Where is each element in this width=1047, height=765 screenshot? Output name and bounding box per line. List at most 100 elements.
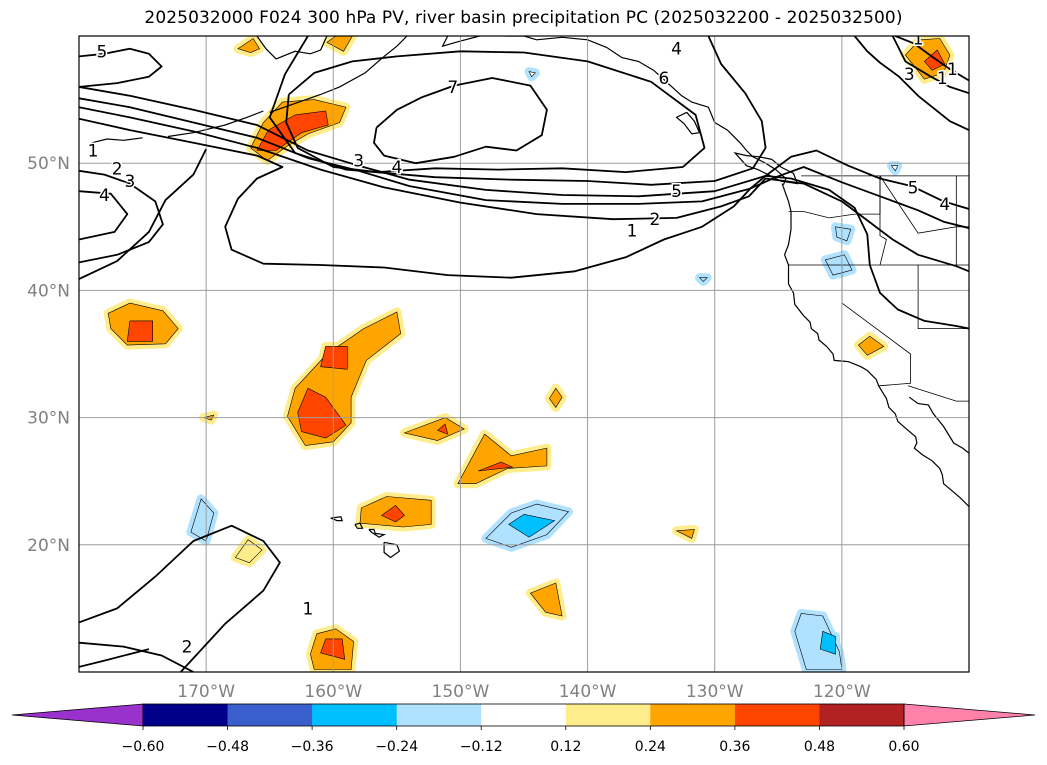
pv-contour-2-13 — [79, 648, 150, 668]
pv-contour-label-7: 7 — [447, 78, 458, 98]
colorbar-outline — [142, 703, 905, 727]
pv-contour-layer — [79, 36, 969, 672]
colorbar-tick-label-8: 0.48 — [804, 739, 835, 755]
colorbar-cell-8 — [819, 704, 905, 726]
pv-contour-3-14 — [891, 36, 969, 95]
pv-contour-label-9: 5 — [671, 182, 682, 202]
coastline-13 — [256, 36, 328, 60]
coastline-3 — [441, 36, 480, 48]
precip-region-17 — [234, 539, 263, 563]
precip-region-19 — [320, 638, 346, 660]
pv-contour-3-9 — [79, 190, 129, 241]
pv-contour-5-2 — [79, 47, 163, 88]
coastline-5 — [781, 183, 969, 508]
colorbar-cell-4 — [481, 704, 567, 726]
pv-contour-label-20: 4 — [939, 195, 950, 215]
chart-title: 2025032000 F024 300 hPa PV, river basin … — [144, 8, 903, 28]
coastline-9 — [330, 516, 344, 522]
lon-tick-label-1: 160°W — [304, 682, 362, 702]
pv-contour-label-1: 1 — [88, 141, 99, 161]
lon-tick-label-2: 150°W — [432, 682, 490, 702]
pv-contour-label-10: 2 — [650, 210, 661, 230]
coastline-layer — [91, 36, 969, 559]
pv-contour-label-8: 6 — [658, 69, 669, 89]
coastline-8 — [675, 111, 701, 135]
lon-tick-label-3: 140°W — [559, 682, 617, 702]
coastline-0 — [269, 36, 408, 113]
pv-contour-1-15 — [894, 36, 969, 82]
precip-region-22 — [924, 49, 946, 71]
pv-contour-1-11 — [79, 524, 281, 672]
precip-region-30 — [835, 226, 852, 242]
pv-contour-4-16 — [853, 36, 969, 131]
colorbar-cell-5 — [565, 704, 651, 726]
colorbar-tick-label-3: −0.24 — [375, 739, 418, 755]
colorbar-tick-label-4: −0.12 — [460, 739, 503, 755]
colorbar-cell-0 — [143, 704, 229, 726]
lat-tick-label-2: 30°N — [27, 409, 70, 429]
precip-region-5 — [297, 387, 347, 439]
colorbar-tick-label-7: 0.36 — [719, 739, 750, 755]
colorbar-cells — [11, 703, 1036, 727]
precip-region-15 — [675, 529, 695, 539]
colorbar-extend-low — [11, 703, 144, 727]
pv-contour-1-10 — [79, 148, 207, 280]
precip-region-8 — [436, 423, 449, 435]
precip-region-20 — [857, 335, 885, 356]
colorbar-cell-1 — [227, 704, 313, 726]
pv-contour-label-5: 3 — [353, 152, 364, 172]
map-frame — [78, 35, 970, 673]
precip-region-7 — [403, 417, 465, 441]
border-6 — [917, 265, 969, 329]
precip-region-33 — [528, 71, 537, 78]
lon-tick-label-0: 170°W — [177, 682, 235, 702]
colorbar-cell-6 — [650, 704, 736, 726]
pv-contour-label-17: 1 — [947, 60, 958, 80]
precip-region-10 — [478, 461, 514, 472]
pv-contour-label-2: 2 — [112, 159, 123, 179]
precip-region-14 — [529, 582, 563, 617]
colorbar-extend-high — [903, 703, 1036, 727]
pv-contour-label-3: 3 — [124, 172, 135, 192]
border-7 — [907, 385, 969, 402]
coastline-1 — [167, 110, 264, 138]
pv-contour-label-19: 5 — [908, 178, 919, 198]
lon-tick-label-5: 120°W — [813, 682, 871, 702]
precip-region-29 — [819, 630, 836, 655]
border-5 — [879, 175, 957, 234]
border-1 — [788, 211, 880, 219]
colorbar-cell-3 — [396, 704, 482, 726]
coastline-11 — [368, 528, 387, 538]
colorbar-tick-label-9: 0.60 — [888, 739, 919, 755]
pv-contour-label-11: 1 — [627, 222, 638, 242]
lat-tick-label-0: 50°N — [27, 154, 70, 174]
pv-contour-4-4 — [79, 86, 969, 210]
colorbar-tick-label-1: −0.48 — [206, 739, 249, 755]
colorbar-tick-labels: −0.60 −0.48 −0.36 −0.24 −0.12 0.12 0.24 0.36 0.4… — [122, 726, 920, 755]
pv-contour-label-15: 1 — [913, 30, 924, 50]
pv-contour-label-4: 4 — [99, 186, 110, 206]
precip-region-12 — [381, 504, 405, 523]
gridline-layer — [79, 36, 969, 672]
pv-contour-2-6 — [79, 106, 969, 273]
lat-tick-label-1: 40°N — [27, 281, 70, 301]
pv-contour-label-0: 5 — [96, 42, 107, 62]
colorbar-tick-label-5: 0.12 — [550, 739, 581, 755]
colorbar-tick-label-6: 0.24 — [635, 739, 666, 755]
pv-contour-7-0 — [373, 77, 548, 165]
pv-contour-label-12: 1 — [302, 599, 313, 619]
colorbar-cell-2 — [312, 704, 398, 726]
pv-contour-label-14: 4 — [671, 40, 682, 60]
colorbar-cell-7 — [734, 704, 820, 726]
precip-region-3 — [126, 320, 153, 342]
precip-region-26 — [508, 513, 556, 538]
precip-region-24 — [237, 38, 260, 53]
colorbar-tick-label-2: −0.36 — [291, 739, 334, 755]
coastline-4 — [504, 36, 787, 186]
pv-contour-label-16: 3 — [904, 65, 915, 85]
pv-contour-label-6: 4 — [391, 158, 402, 178]
precip-region-28 — [794, 613, 843, 670]
precip-fill-layer — [103, 36, 955, 672]
